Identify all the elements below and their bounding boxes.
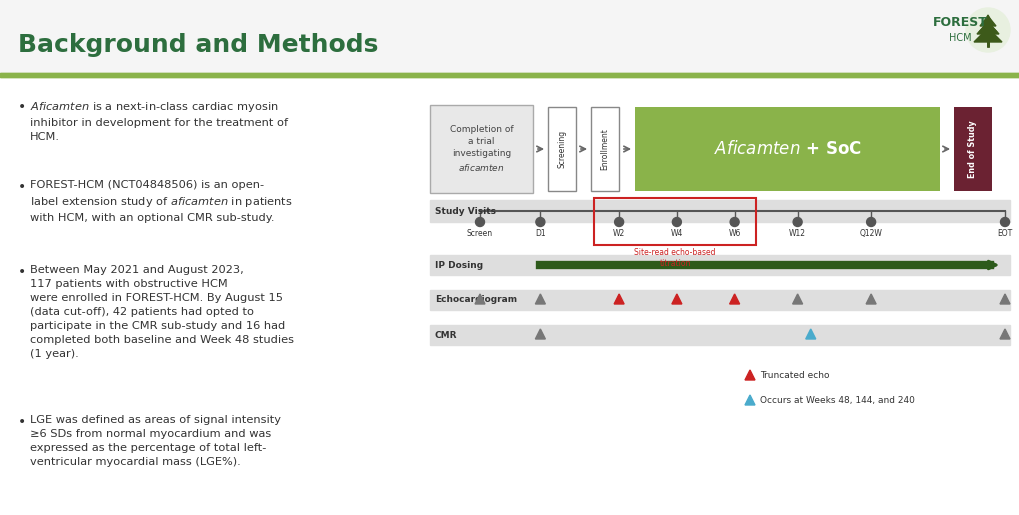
Text: $\mathit{Aficamten}$ + SoC: $\mathit{Aficamten}$ + SoC — [713, 140, 861, 158]
Circle shape — [614, 217, 624, 227]
Text: EOT: EOT — [998, 229, 1013, 238]
Bar — [430, 325, 1010, 345]
Text: FOREST-HCM (NCT04848506) is an open-
label extension study of $\mathit{aficamten: FOREST-HCM (NCT04848506) is an open- lab… — [30, 180, 292, 223]
Text: Screen: Screen — [467, 229, 493, 238]
Circle shape — [476, 217, 484, 227]
Polygon shape — [535, 294, 545, 304]
Bar — [430, 200, 1010, 222]
Polygon shape — [745, 370, 755, 380]
Text: IP Dosing: IP Dosing — [435, 261, 483, 269]
Text: Occurs at Weeks 48, 144, and 240: Occurs at Weeks 48, 144, and 240 — [760, 396, 915, 404]
Text: Between May 2021 and August 2023,
117 patients with obstructive HCM
were enrolle: Between May 2021 and August 2023, 117 pa… — [30, 265, 294, 359]
Text: Site-read echo-based
titration: Site-read echo-based titration — [634, 248, 715, 268]
Circle shape — [866, 217, 875, 227]
Text: FOREST: FOREST — [932, 15, 987, 28]
Text: HCM: HCM — [949, 33, 971, 43]
Polygon shape — [981, 28, 995, 38]
Text: Completion of
a trial
investigating
$\mathit{aficamten}$: Completion of a trial investigating $\ma… — [449, 125, 514, 173]
Text: Background and Methods: Background and Methods — [18, 33, 378, 57]
Circle shape — [793, 217, 802, 227]
Bar — [0, 0, 1019, 75]
Text: CMR: CMR — [435, 331, 458, 339]
Text: •: • — [18, 265, 26, 279]
Text: Truncated echo: Truncated echo — [760, 370, 829, 380]
Text: End of Study: End of Study — [968, 120, 977, 178]
Polygon shape — [535, 329, 545, 339]
Bar — [0, 73, 1019, 77]
Polygon shape — [977, 22, 999, 34]
Text: •: • — [18, 415, 26, 429]
Circle shape — [1001, 217, 1010, 227]
Text: Q12W: Q12W — [860, 229, 882, 238]
Polygon shape — [1000, 294, 1010, 304]
Text: W4: W4 — [671, 229, 683, 238]
FancyBboxPatch shape — [954, 107, 993, 191]
Polygon shape — [979, 22, 997, 32]
Polygon shape — [730, 294, 740, 304]
Text: $\mathit{Aficamten}$ is a next-in-class cardiac myosin
inhibitor in development : $\mathit{Aficamten}$ is a next-in-class … — [30, 100, 288, 142]
Text: Screening: Screening — [557, 130, 567, 168]
Bar — [430, 290, 1010, 310]
Circle shape — [731, 217, 739, 227]
FancyBboxPatch shape — [635, 107, 940, 191]
Bar — [0, 73, 1019, 77]
Polygon shape — [745, 395, 755, 405]
Polygon shape — [793, 294, 803, 304]
Text: •: • — [18, 180, 26, 194]
Text: W6: W6 — [729, 229, 741, 238]
Polygon shape — [1000, 329, 1010, 339]
Polygon shape — [866, 294, 876, 304]
Text: LGE was defined as areas of signal intensity
≥6 SDs from normal myocardium and w: LGE was defined as areas of signal inten… — [30, 415, 281, 467]
Circle shape — [966, 8, 1010, 52]
Circle shape — [536, 217, 545, 227]
Text: •: • — [18, 100, 26, 114]
Polygon shape — [672, 294, 682, 304]
FancyBboxPatch shape — [430, 105, 533, 193]
Polygon shape — [983, 15, 993, 25]
Bar — [430, 255, 1010, 275]
Text: Echocardiogram: Echocardiogram — [435, 296, 517, 304]
Text: W12: W12 — [789, 229, 806, 238]
Polygon shape — [980, 16, 996, 26]
Text: Enrollment: Enrollment — [600, 128, 609, 170]
FancyBboxPatch shape — [591, 107, 619, 191]
Polygon shape — [806, 329, 816, 339]
Polygon shape — [614, 294, 624, 304]
Circle shape — [673, 217, 682, 227]
Polygon shape — [475, 294, 485, 304]
Bar — [594, 198, 756, 245]
Text: Study Visits: Study Visits — [435, 207, 496, 215]
FancyBboxPatch shape — [548, 107, 576, 191]
Text: D1: D1 — [535, 229, 546, 238]
Text: W2: W2 — [613, 229, 626, 238]
Polygon shape — [974, 28, 1002, 42]
